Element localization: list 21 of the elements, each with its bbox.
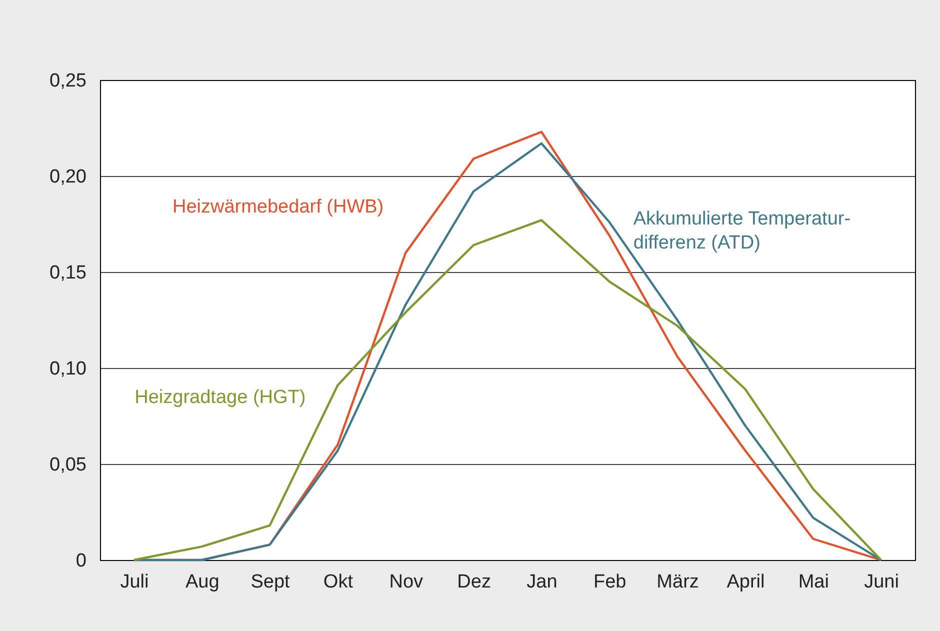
x-tick-label: Nov	[389, 572, 424, 592]
x-tick-label: Dez	[457, 572, 491, 592]
y-tick-label: 0,10	[50, 358, 86, 380]
y-tick-label: 0,25	[50, 70, 86, 92]
x-tick-label: Mai	[798, 572, 829, 592]
x-tick-label: März	[656, 572, 699, 592]
y-tick-label: 0,15	[50, 262, 86, 284]
series-label: Heizgradtage (HGT)	[134, 386, 306, 408]
series-label: Akkumulierte Temperatur- differenz (ATD)	[633, 208, 851, 254]
x-tick-label: Juli	[120, 572, 149, 592]
x-tick-label: Juni	[864, 572, 899, 592]
y-tick-label: 0,05	[50, 454, 86, 476]
x-tick-label: Okt	[323, 572, 354, 592]
x-tick-label: Jan	[526, 572, 558, 592]
y-tick-label: 0,20	[50, 166, 86, 188]
x-tick-label: April	[726, 572, 765, 592]
y-tick-label: 0	[76, 550, 86, 572]
x-tick-label: Sept	[250, 572, 291, 592]
x-tick-label: Feb	[594, 572, 626, 592]
text: Heizwärmebedarf (HWB)	[172, 196, 384, 218]
x-tick-label: Aug	[185, 572, 220, 592]
